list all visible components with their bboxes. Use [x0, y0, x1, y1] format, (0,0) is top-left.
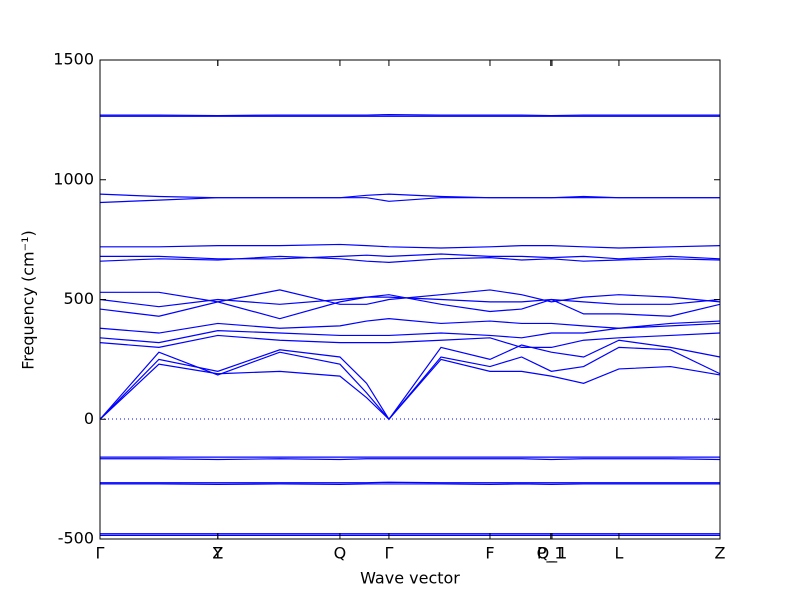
x-tick-label: Z [715, 544, 726, 563]
band-line [100, 289, 721, 305]
x-tick-label: Z [212, 544, 223, 563]
y-tick-label: 500 [63, 289, 94, 308]
x-axis-label: Wave vector [360, 569, 460, 588]
x-tick-label: L [614, 544, 623, 563]
y-tick-label: -500 [58, 529, 94, 548]
band-line [99, 358, 721, 421]
band-line [100, 243, 721, 249]
band-line [100, 114, 720, 117]
band-line [99, 339, 721, 421]
band-line [99, 294, 721, 320]
band-line [99, 322, 721, 344]
x-tick-label: Γ [384, 544, 393, 563]
y-tick-label: 1500 [53, 50, 94, 69]
y-axis-label: Frequency (cm⁻¹) [19, 230, 38, 369]
band-line [99, 296, 721, 308]
band-line [100, 458, 721, 461]
plot-area [99, 114, 721, 537]
band-line [99, 318, 721, 334]
x-tick-label: Q [334, 544, 347, 563]
x-tick-label: F [485, 544, 494, 563]
band-line [99, 332, 721, 349]
x-tick-label: P_1 [537, 544, 565, 564]
x-tick-label: Y [212, 544, 223, 563]
y-tick-label: 0 [84, 409, 94, 428]
x-tick-label: Q_1 [537, 544, 568, 564]
band-line [100, 253, 721, 260]
band-line [99, 193, 720, 199]
y-tick-label: 1000 [53, 169, 94, 188]
band-line [99, 346, 721, 421]
x-tick-label: Γ [96, 544, 105, 563]
